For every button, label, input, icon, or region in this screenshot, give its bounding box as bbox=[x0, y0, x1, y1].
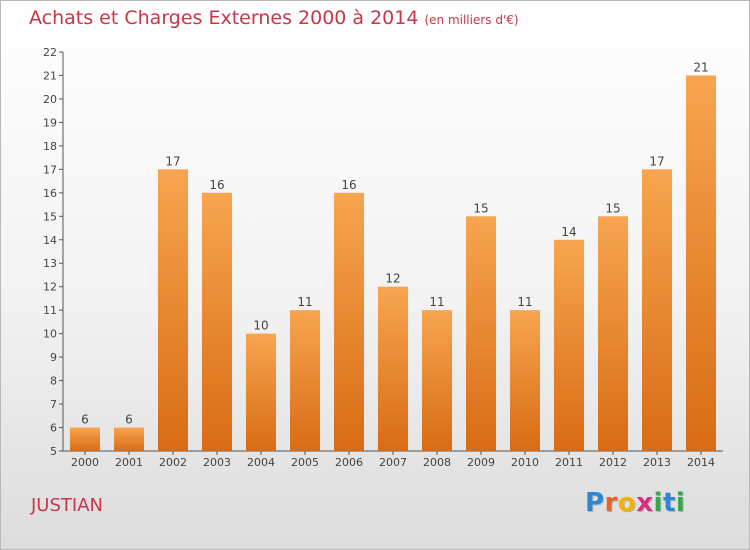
bar-value-label: 11 bbox=[297, 295, 312, 309]
y-tick-label: 21 bbox=[43, 69, 57, 82]
logo-letter: t bbox=[662, 488, 676, 518]
y-tick-label: 15 bbox=[43, 210, 57, 223]
bar bbox=[466, 216, 496, 451]
bar-value-label: 16 bbox=[341, 178, 356, 192]
bar bbox=[334, 192, 364, 451]
x-tick-label: 2004 bbox=[247, 456, 275, 469]
bar bbox=[290, 310, 320, 451]
bar-value-label: 11 bbox=[429, 295, 444, 309]
logo-letter: x bbox=[636, 488, 654, 518]
logo-letter: o bbox=[617, 488, 637, 518]
bar-value-label: 6 bbox=[81, 413, 89, 427]
y-tick-label: 18 bbox=[43, 140, 57, 153]
y-tick-label: 22 bbox=[43, 46, 57, 59]
x-tick-label: 2005 bbox=[291, 456, 319, 469]
bar-value-label: 16 bbox=[209, 178, 224, 192]
bar-value-label: 10 bbox=[253, 319, 268, 333]
logo-letter: P bbox=[585, 488, 605, 518]
bar-value-label: 17 bbox=[649, 154, 664, 168]
bar-value-label: 11 bbox=[517, 295, 532, 309]
y-tick-label: 5 bbox=[50, 445, 57, 458]
bar bbox=[554, 239, 584, 451]
x-tick-label: 2008 bbox=[423, 456, 451, 469]
bar bbox=[642, 169, 672, 451]
bar bbox=[70, 427, 100, 451]
bar-value-label: 12 bbox=[385, 272, 400, 286]
bar-value-label: 15 bbox=[605, 201, 620, 215]
y-tick-label: 19 bbox=[43, 116, 57, 129]
x-tick-label: 2012 bbox=[599, 456, 627, 469]
x-tick-label: 2001 bbox=[115, 456, 143, 469]
bar bbox=[158, 169, 188, 451]
bar bbox=[686, 75, 716, 452]
y-tick-label: 7 bbox=[50, 398, 57, 411]
bar-value-label: 21 bbox=[693, 60, 708, 74]
logo-letter: i bbox=[653, 488, 663, 518]
bar bbox=[598, 216, 628, 451]
logo-letter: i bbox=[675, 488, 686, 518]
x-tick-label: 2009 bbox=[467, 456, 495, 469]
y-tick-label: 20 bbox=[43, 93, 57, 106]
logo-letter: r bbox=[604, 488, 618, 518]
y-tick-label: 12 bbox=[43, 281, 57, 294]
bar-value-label: 14 bbox=[561, 225, 576, 239]
proxiti-logo: Proxiti bbox=[585, 488, 685, 518]
x-tick-label: 2010 bbox=[511, 456, 539, 469]
x-tick-label: 2007 bbox=[379, 456, 407, 469]
bar bbox=[114, 427, 144, 451]
x-tick-label: 2011 bbox=[555, 456, 583, 469]
bar-value-label: 17 bbox=[165, 154, 180, 168]
bar-value-label: 6 bbox=[125, 413, 133, 427]
bar bbox=[422, 310, 452, 451]
y-tick-label: 6 bbox=[50, 422, 57, 435]
commune-name: JUSTIAN bbox=[31, 495, 103, 516]
y-tick-label: 17 bbox=[43, 163, 57, 176]
x-tick-label: 2002 bbox=[159, 456, 187, 469]
unit-note: (en milliers d'€) bbox=[424, 13, 519, 27]
y-tick-label: 10 bbox=[43, 328, 57, 341]
y-tick-label: 9 bbox=[50, 351, 57, 364]
x-tick-label: 2014 bbox=[687, 456, 715, 469]
bar-value-label: 15 bbox=[473, 201, 488, 215]
chart-title: Achats et Charges Externes 2000 à 2014 (e… bbox=[29, 7, 519, 29]
y-tick-label: 16 bbox=[43, 187, 57, 200]
x-tick-label: 2003 bbox=[203, 456, 231, 469]
x-tick-label: 2013 bbox=[643, 456, 671, 469]
y-tick-label: 11 bbox=[43, 304, 57, 317]
y-tick-label: 14 bbox=[43, 234, 57, 247]
bar bbox=[202, 192, 232, 451]
bar bbox=[510, 310, 540, 451]
x-tick-label: 2000 bbox=[71, 456, 99, 469]
bar bbox=[246, 333, 276, 451]
y-tick-label: 8 bbox=[50, 375, 57, 388]
bar bbox=[378, 286, 408, 451]
x-tick-label: 2006 bbox=[335, 456, 363, 469]
y-tick-label: 13 bbox=[43, 257, 57, 270]
